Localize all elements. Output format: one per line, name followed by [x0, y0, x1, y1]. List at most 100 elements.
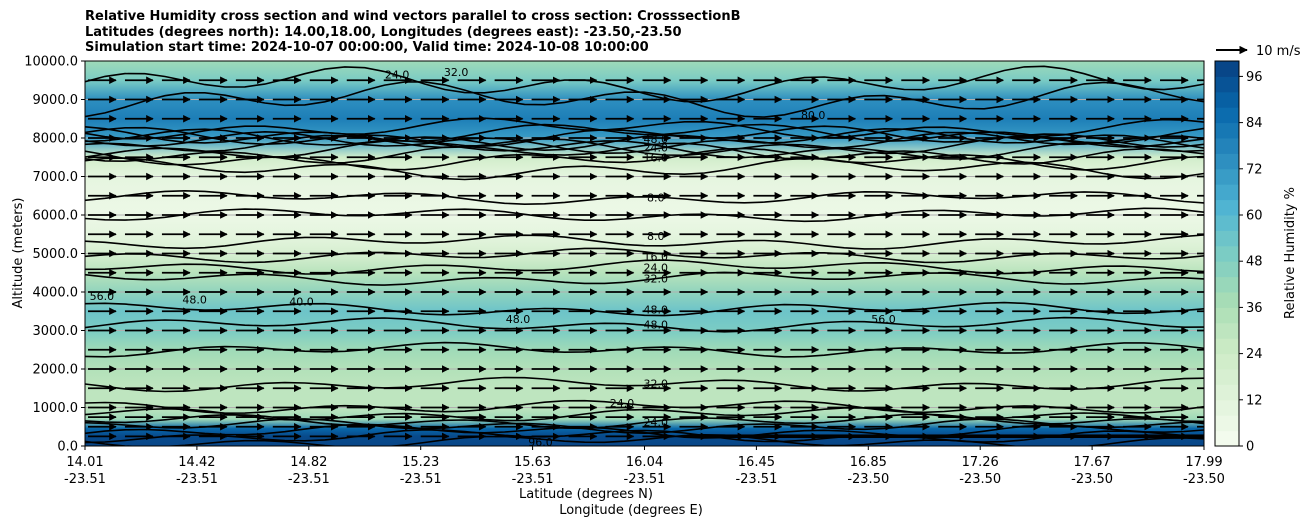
contour-line [85, 247, 1204, 264]
contour-label: 24.0 [643, 142, 668, 155]
colorbar-tick-label: 60 [1246, 209, 1263, 224]
colorbar-tick-label: 0 [1246, 440, 1254, 455]
colorbar-segment [1215, 369, 1239, 385]
x-tick-label-lat: 14.82 [290, 455, 327, 470]
quiver-key-label: 10 m/s [1256, 44, 1301, 59]
colorbar-tick-label: 36 [1246, 301, 1263, 316]
contour-line [85, 134, 1204, 157]
title-line-3: Simulation start time: 2024-10-07 00:00:… [85, 40, 649, 55]
contour-label: 48.0 [643, 303, 668, 316]
colorbar-segment [1215, 184, 1239, 201]
contour-label: 80.0 [801, 109, 826, 122]
colorbar-segment [1215, 399, 1239, 416]
contour-line [85, 433, 1204, 446]
y-tick-label: 8000.0 [33, 132, 79, 147]
chart-title: Relative Humidity cross section and wind… [85, 9, 741, 56]
contour-line [85, 399, 1204, 415]
contour-label: 32.0 [444, 66, 469, 79]
x-tick-label-lon: -23.50 [847, 472, 889, 487]
contour-label: 48.0 [643, 319, 668, 332]
colorbar-segment [1215, 261, 1239, 278]
y-tick-label: 3000.0 [33, 324, 79, 339]
y-tick-label: 4000.0 [33, 286, 79, 301]
x-tick-label-lat: 17.26 [962, 455, 999, 470]
contour-label: 56.0 [90, 290, 115, 303]
colorbar-segment [1215, 153, 1239, 170]
x-tick-label-lon: -23.50 [1183, 472, 1225, 487]
contour-line [85, 117, 1204, 140]
contour-line [85, 123, 1204, 144]
contour-label: 16.0 [643, 151, 668, 164]
contour-lines [85, 65, 1204, 446]
y-axis-ticks: 0.0 1000.0 2000.0 3000.0 4000.0 5000.0 6000.0 7… [24, 55, 85, 455]
colorbar-segment [1215, 215, 1239, 231]
colorbar-tick-label: 48 [1246, 255, 1263, 270]
contour-line [85, 65, 1204, 103]
contour-label: 24.0 [643, 261, 668, 274]
x-tick-label-lon: -23.51 [288, 472, 330, 487]
contour-line [85, 271, 1204, 286]
y-tick-label: 10000.0 [24, 55, 78, 70]
contour-label: 24.0 [610, 397, 635, 410]
x-tick-label-lat: 16.85 [850, 455, 887, 470]
contour-label: 40.0 [289, 296, 314, 309]
y-tick-label: 5000.0 [33, 247, 79, 262]
colorbar-segment [1215, 415, 1239, 432]
x-tick-label-lat: 16.04 [626, 455, 663, 470]
y-tick-label: 6000.0 [33, 209, 79, 224]
contour-line [85, 376, 1204, 393]
x-tick-label-lat: 16.45 [738, 455, 775, 470]
colorbar-segment [1215, 276, 1239, 293]
colorbar-segment [1215, 338, 1239, 355]
colorbar-tick-label: 24 [1246, 347, 1263, 362]
colorbar-segment [1215, 292, 1239, 308]
x-tick-label-lon: -23.50 [959, 472, 1001, 487]
quiver-key: 10 m/s [1216, 44, 1301, 59]
contour-label: 32.0 [643, 378, 668, 391]
x-tick-label-lat: 15.23 [402, 455, 439, 470]
x-tick-label-lat: 14.42 [178, 455, 215, 470]
x-tick-label-lon: -23.51 [512, 472, 554, 487]
contour-line [85, 428, 1204, 444]
y-axis-label: Altitude (meters) [11, 198, 26, 309]
colorbar-label: Relative Humidity % [1283, 187, 1298, 319]
y-tick-label: 9000.0 [33, 93, 79, 108]
colorbar-segment [1215, 245, 1239, 262]
contour-line [85, 341, 1204, 358]
colorbar-segment [1215, 307, 1239, 324]
colorbar-segment [1215, 168, 1239, 185]
contour-line [85, 189, 1204, 206]
y-tick-label: 2000.0 [33, 363, 79, 378]
contour-line [85, 157, 1204, 181]
contour-line [85, 301, 1204, 317]
colorbar-tick-label: 96 [1246, 70, 1263, 85]
colorbar-segment [1215, 122, 1239, 139]
colorbar-frame [1214, 60, 1240, 447]
x-tick-label-lon: -23.51 [735, 472, 777, 487]
x-tick-label-lon: -23.50 [1071, 472, 1113, 487]
colorbar-segment [1215, 430, 1239, 447]
contour-label: 24.0 [385, 68, 410, 81]
colorbar-segment [1215, 61, 1239, 77]
colorbar-segment [1215, 230, 1239, 247]
x-tick-label-lon: -23.51 [176, 472, 218, 487]
colorbar-segment [1215, 353, 1239, 370]
contour-line [85, 130, 1204, 155]
x-tick-label-lon: -23.51 [64, 472, 106, 487]
colorbar-segment [1215, 76, 1239, 93]
contour-label: 48.0 [182, 294, 207, 307]
colorbar-segment [1215, 322, 1239, 339]
contour-label: 56.0 [871, 313, 896, 326]
contour-line [85, 418, 1204, 435]
contour-line [85, 139, 1204, 160]
x-tick-label-lon: -23.51 [624, 472, 666, 487]
x-axis-label-latitude: Latitude (degrees N) [519, 487, 653, 502]
contour-line [85, 316, 1204, 333]
contour-label: 8.0 [647, 192, 665, 205]
x-axis-ticks: 14.01 -23.51 14.42 -23.51 14.82 -23.51 15.23 -2… [64, 446, 1225, 487]
contour-label: 24.0 [643, 416, 668, 429]
contour-line [85, 413, 1204, 430]
contour-label: 48.0 [643, 133, 668, 146]
colorbar-tick-label: 72 [1246, 162, 1263, 177]
